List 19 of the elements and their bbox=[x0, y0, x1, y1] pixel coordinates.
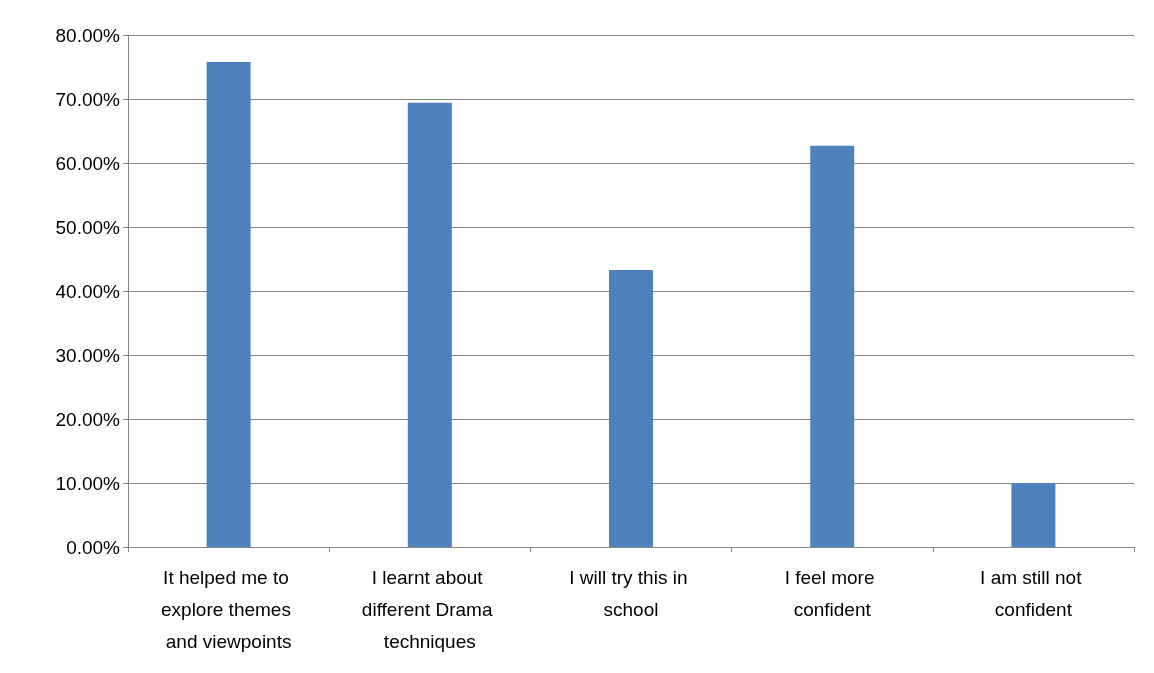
y-tick-label: 0.00% bbox=[66, 536, 121, 558]
y-tick-label: 20.00% bbox=[55, 408, 121, 430]
y-tick-label: 80.00% bbox=[55, 24, 121, 46]
bar bbox=[609, 269, 653, 547]
y-tick-label: 10.00% bbox=[55, 472, 121, 494]
x-tick-label: I feel more confident bbox=[784, 566, 880, 620]
bar bbox=[407, 102, 452, 547]
x-tick-label: I will try this in school bbox=[569, 566, 693, 620]
y-tick-label: 70.00% bbox=[55, 88, 121, 110]
bar bbox=[206, 61, 251, 547]
x-tick-label: I learnt about different Drama techniques bbox=[361, 566, 498, 652]
y-tick-label: 40.00% bbox=[55, 280, 121, 302]
y-tick-label: 50.00% bbox=[55, 216, 121, 238]
x-tick-label: I am still not confident bbox=[980, 566, 1087, 620]
bar bbox=[1011, 483, 1056, 547]
y-tick-label: 60.00% bbox=[55, 152, 121, 174]
y-tick-label: 30.00% bbox=[55, 344, 121, 366]
x-tick-label: It helped me to explore themes and viewpoints bbox=[161, 566, 297, 652]
bar bbox=[810, 145, 855, 547]
